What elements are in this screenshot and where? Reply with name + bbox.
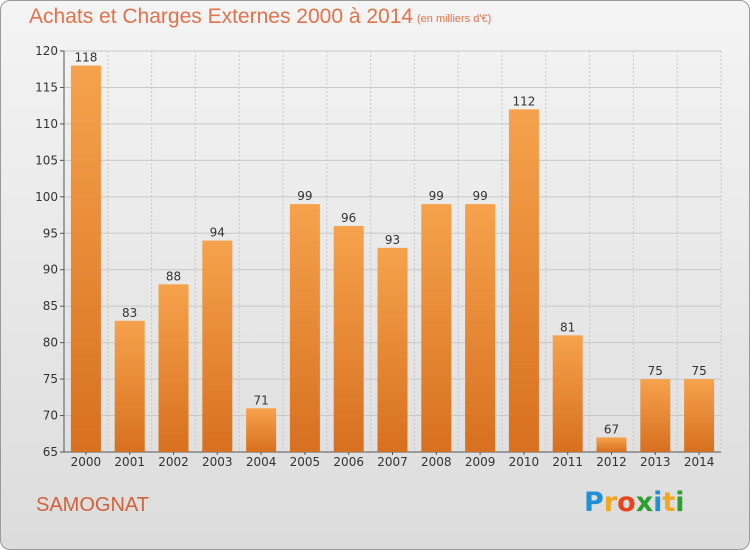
data-label: 94 — [210, 226, 225, 240]
logo-letter: i — [653, 487, 663, 518]
x-tick-label: 2009 — [465, 455, 496, 469]
y-tick-label: 75 — [43, 372, 58, 386]
y-tick-label: 90 — [43, 263, 58, 277]
data-label: 112 — [512, 94, 535, 108]
bar — [465, 204, 496, 452]
data-label: 75 — [691, 364, 706, 378]
y-tick-label: 100 — [35, 190, 58, 204]
x-tick-label: 2000 — [71, 455, 102, 469]
x-tick-label: 2011 — [552, 455, 583, 469]
y-tick-label: 115 — [35, 80, 58, 94]
logo-letter: o — [617, 487, 636, 518]
proxiti-logo: Proxiti — [584, 487, 685, 518]
logo-letter: x — [635, 487, 654, 518]
data-label: 99 — [297, 189, 312, 203]
bar — [289, 204, 320, 452]
bar — [508, 109, 539, 452]
bar — [158, 284, 189, 452]
logo-letter: r — [603, 487, 618, 518]
chart-subtitle: (en milliers d'€) — [417, 13, 492, 25]
commune-name: SAMOGNAT — [36, 494, 149, 516]
x-tick-label: 2004 — [246, 455, 277, 469]
logo-letter: t — [662, 487, 676, 518]
x-tick-label: 2006 — [333, 455, 364, 469]
bar — [421, 204, 452, 452]
bar — [202, 240, 233, 452]
logo-letter: P — [584, 487, 604, 518]
bar — [684, 379, 715, 452]
logo-letter: i — [675, 487, 685, 518]
y-tick-label: 70 — [43, 409, 58, 423]
bar — [596, 437, 627, 452]
bar — [114, 320, 145, 452]
data-label: 88 — [166, 269, 181, 283]
y-tick-label: 85 — [43, 299, 58, 313]
y-tick-label: 65 — [43, 445, 58, 459]
data-label: 67 — [604, 422, 619, 436]
x-tick-label: 2007 — [377, 455, 408, 469]
x-tick-label: 2002 — [158, 455, 189, 469]
bar — [640, 379, 671, 452]
y-tick-label: 105 — [35, 153, 58, 167]
data-label: 118 — [74, 51, 97, 65]
y-tick-label: 95 — [43, 226, 58, 240]
data-label: 81 — [560, 320, 575, 334]
x-tick-label: 2003 — [202, 455, 233, 469]
data-label: 83 — [122, 306, 137, 320]
x-tick-label: 2001 — [114, 455, 145, 469]
x-tick-label: 2005 — [290, 455, 321, 469]
x-tick-label: 2014 — [684, 455, 715, 469]
y-tick-label: 120 — [35, 44, 58, 58]
data-label: 71 — [253, 393, 268, 407]
bar — [377, 247, 408, 452]
data-label: 96 — [341, 211, 356, 225]
data-label: 75 — [648, 364, 663, 378]
bar — [552, 335, 583, 452]
chart-title: Achats et Charges Externes 2000 à 2014 — [29, 5, 414, 28]
data-label: 99 — [472, 189, 487, 203]
x-tick-label: 2008 — [421, 455, 452, 469]
y-tick-label: 110 — [35, 117, 58, 131]
data-label: 99 — [429, 189, 444, 203]
bar — [246, 408, 277, 452]
x-tick-label: 2012 — [596, 455, 627, 469]
x-tick-label: 2010 — [509, 455, 540, 469]
y-tick-label: 80 — [43, 336, 58, 350]
bar — [333, 225, 364, 452]
x-tick-label: 2013 — [640, 455, 671, 469]
bar — [70, 65, 101, 452]
data-label: 93 — [385, 233, 400, 247]
